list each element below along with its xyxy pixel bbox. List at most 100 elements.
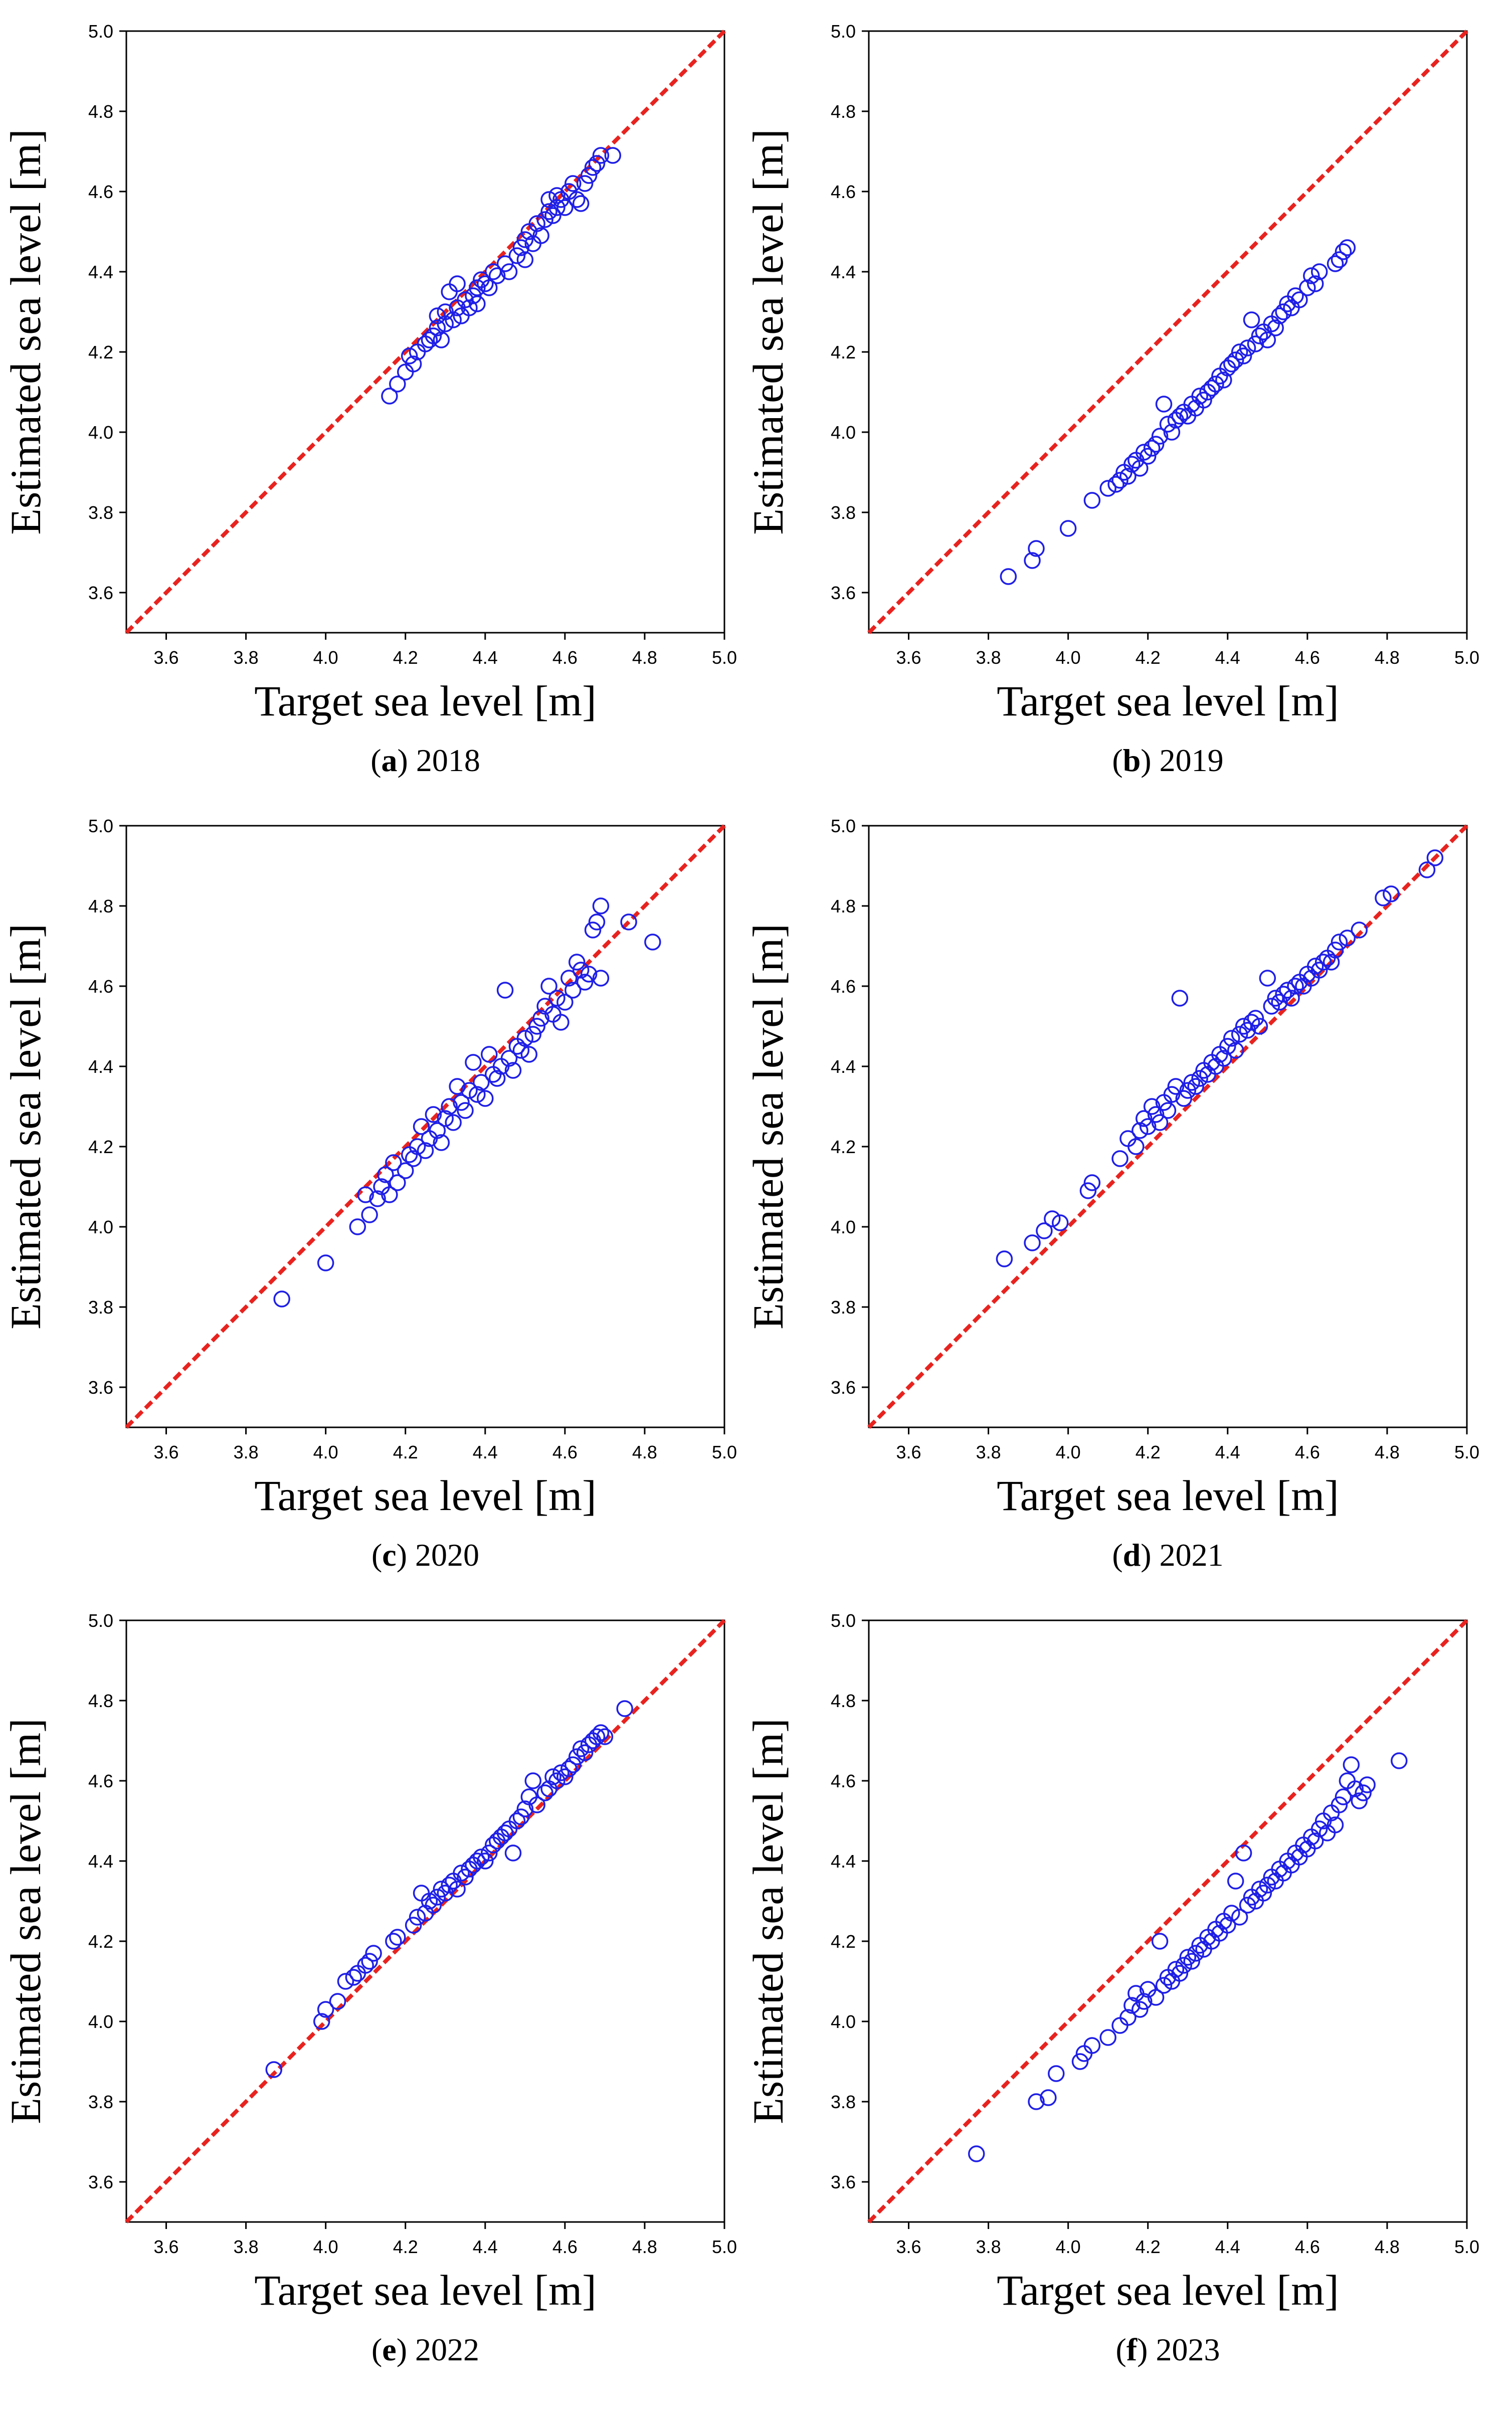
data-point — [1283, 990, 1300, 1007]
data-point — [313, 2013, 330, 2030]
data-point — [349, 1218, 366, 1235]
data-point — [1314, 954, 1332, 971]
data-point — [401, 1146, 418, 1163]
y-tick-label: 3.8 — [831, 1297, 856, 1318]
x-tick-label: 4.6 — [1295, 647, 1320, 668]
data-point — [481, 279, 498, 296]
data-point — [1123, 1997, 1141, 2014]
data-point — [644, 934, 661, 951]
data-point — [1167, 1078, 1185, 1095]
scatter-panel-b: 3.6 3.8 4.0 4.2 4.4 4.6 4.8 5.0 3.6 3.8 4.0 4.2 4.4 4… — [744, 21, 1479, 725]
x-tick-label: 4.0 — [1056, 1442, 1081, 1462]
x-tick-label: 4.4 — [1215, 647, 1240, 668]
data-point — [588, 155, 606, 172]
x-tick-label: 4.2 — [393, 1442, 418, 1462]
scatter-panel-a: 3.6 3.8 4.0 4.2 4.4 4.6 4.8 5.0 3.6 3.8 4.0 4.2 4.4 4… — [2, 21, 737, 725]
data-point — [357, 1186, 374, 1203]
data-point — [1239, 1022, 1256, 1039]
x-tick-label: 4.8 — [1375, 2237, 1400, 2257]
x-tick-label: 3.6 — [154, 647, 179, 668]
data-point — [536, 211, 553, 228]
data-point — [1151, 1114, 1169, 1131]
y-axis-label: Estimated sea level [m] — [2, 923, 50, 1330]
data-point — [556, 1768, 574, 1785]
data-point — [1355, 1784, 1372, 1801]
data-point — [508, 247, 526, 264]
data-point — [1243, 311, 1260, 328]
x-axis-label: Target sea level [m] — [997, 2266, 1339, 2314]
panel-letter: b — [1122, 743, 1141, 778]
y-tick-label: 5.0 — [88, 21, 113, 42]
y-axis-label: Estimated sea level [m] — [744, 129, 792, 535]
data-point — [516, 251, 534, 268]
data-point — [465, 1054, 482, 1071]
x-tick-label: 5.0 — [1454, 1442, 1479, 1462]
data-point — [421, 331, 438, 348]
data-point — [552, 1014, 570, 1031]
data-point — [512, 1808, 530, 1825]
data-point — [1231, 1909, 1248, 1926]
data-point — [588, 1728, 606, 1745]
panel-year: 2019 — [1159, 743, 1224, 778]
data-point — [417, 335, 434, 352]
data-point — [473, 1074, 490, 1091]
x-tick-label: 4.0 — [313, 647, 338, 668]
data-point — [429, 1889, 446, 1906]
data-point — [1159, 1102, 1177, 1119]
y-tick-label: 4.4 — [88, 1056, 113, 1077]
data-point — [1247, 1010, 1264, 1027]
y-tick-label: 5.0 — [831, 816, 856, 836]
y-axis-label: Estimated sea level [m] — [744, 1718, 792, 2124]
data-point — [361, 1206, 378, 1223]
data-point — [1215, 1050, 1232, 1067]
data-point — [405, 1917, 422, 1934]
data-point — [584, 921, 602, 939]
data-point — [1351, 921, 1368, 939]
data-point — [317, 2001, 334, 2018]
x-tick-label: 4.4 — [1215, 1442, 1240, 1462]
data-point — [1303, 267, 1320, 284]
data-point — [596, 1728, 614, 1745]
data-point — [488, 1070, 506, 1087]
x-tick-label: 3.8 — [976, 1442, 1001, 1462]
data-point — [1307, 275, 1324, 292]
data-point — [548, 187, 565, 204]
data-point — [1183, 1953, 1200, 1970]
data-point — [1024, 1234, 1041, 1251]
panel-year: 2020 — [415, 1537, 480, 1573]
data-point — [576, 1744, 594, 1761]
data-point — [1251, 327, 1268, 344]
data-point — [512, 239, 530, 256]
y-tick-label: 4.8 — [88, 101, 113, 122]
data-point — [1131, 2001, 1149, 2018]
scatter-panel-d: 3.6 3.8 4.0 4.2 4.4 4.6 4.8 5.0 3.6 3.8 4.0 4.2 4.4 4… — [744, 816, 1479, 1520]
data-point — [604, 147, 622, 164]
data-point — [1143, 440, 1161, 457]
data-point — [345, 1969, 362, 1986]
y-tick-label: 4.6 — [831, 181, 856, 202]
y-tick-label: 3.8 — [88, 502, 113, 523]
data-point — [1247, 335, 1264, 352]
data-point — [1391, 1752, 1408, 1769]
reference-line — [125, 824, 726, 1429]
data-point — [572, 195, 590, 212]
data-point — [1136, 1110, 1153, 1127]
x-tick-label: 4.2 — [1136, 647, 1161, 668]
x-tick-label: 4.4 — [473, 2237, 498, 2257]
data-point — [389, 1174, 406, 1191]
data-point — [1171, 990, 1189, 1007]
y-tick-label: 3.8 — [88, 2092, 113, 2112]
data-point — [564, 175, 582, 192]
data-point — [540, 203, 557, 220]
data-point — [1044, 1210, 1061, 1227]
data-point — [1099, 2029, 1116, 2046]
y-tick-label: 4.4 — [88, 262, 113, 282]
data-point — [1310, 962, 1328, 979]
data-point — [528, 1018, 545, 1035]
data-point — [361, 1953, 378, 1970]
y-tick-label: 4.0 — [831, 422, 856, 443]
data-point — [1322, 954, 1340, 971]
y-tick-label: 5.0 — [88, 816, 113, 836]
data-point — [1327, 1816, 1344, 1833]
data-point — [1187, 1078, 1204, 1095]
